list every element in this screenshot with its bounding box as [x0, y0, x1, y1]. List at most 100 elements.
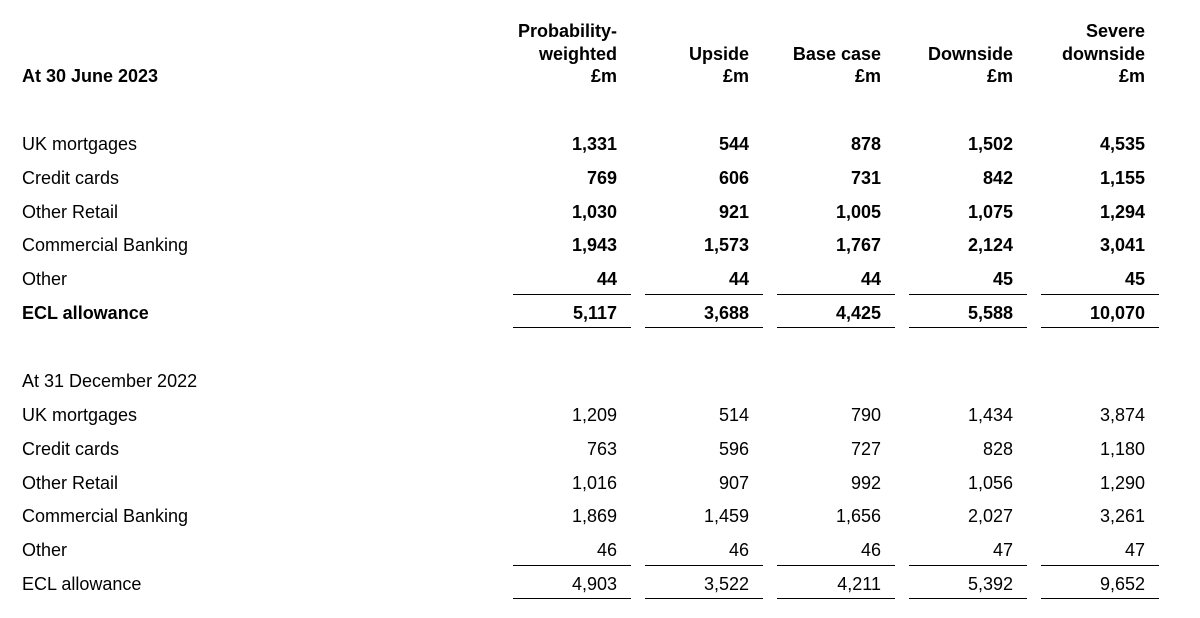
column-header: £m [590, 66, 617, 86]
cell-value: 47 [1124, 540, 1145, 561]
cell-value: 1,209 [571, 405, 617, 425]
column-header: £m [722, 66, 749, 86]
total-value: 4,425 [835, 303, 881, 323]
row-label: Commercial Banking [22, 235, 189, 256]
cell-value: 1,767 [835, 235, 881, 256]
column-rule [777, 565, 895, 566]
cell-value: 828 [982, 438, 1013, 459]
row-label: UK mortgages [22, 405, 138, 425]
total-value: 9,652 [1099, 574, 1145, 594]
total-value: 5,392 [967, 574, 1013, 594]
cell-value: 1,180 [1099, 438, 1145, 459]
cell-value: 544 [718, 134, 749, 154]
cell-value: 46 [728, 540, 749, 561]
cell-value: 45 [1124, 269, 1145, 290]
cell-value: 1,005 [835, 201, 881, 222]
row-label: Other [22, 540, 68, 561]
column-rule [513, 565, 631, 566]
cell-value: 44 [596, 269, 617, 290]
cell-value: 731 [850, 167, 881, 188]
cell-value: 3,874 [1099, 405, 1145, 425]
row-label: Other Retail [22, 201, 119, 222]
column-rule [645, 598, 763, 599]
section-title: At 31 December 2022 [22, 371, 198, 391]
column-rule [1041, 327, 1159, 328]
total-value: 3,688 [703, 303, 749, 323]
column-header: Upside [688, 43, 749, 64]
row-label: Credit cards [22, 167, 120, 188]
cell-value: 4,535 [1099, 134, 1145, 154]
column-header: Severe [1085, 21, 1145, 41]
column-rule [777, 598, 895, 599]
cell-value: 1,869 [571, 506, 617, 527]
total-value: 4,903 [571, 574, 617, 594]
column-rule [1041, 598, 1159, 599]
cell-value: 1,016 [571, 472, 617, 493]
total-label: ECL allowance [22, 574, 142, 594]
column-rule [1041, 294, 1159, 295]
row-label: UK mortgages [22, 134, 138, 154]
cell-value: 1,290 [1099, 472, 1145, 493]
column-header: Base case [792, 43, 881, 64]
total-value: 10,070 [1089, 303, 1145, 323]
cell-value: 1,656 [835, 506, 881, 527]
cell-value: 44 [728, 269, 749, 290]
row-label: Commercial Banking [22, 506, 189, 527]
column-rule [777, 294, 895, 295]
column-rule [909, 327, 1027, 328]
column-rule [909, 598, 1027, 599]
column-rule [909, 294, 1027, 295]
cell-value: 1,943 [571, 235, 617, 256]
cell-value: 46 [860, 540, 881, 561]
cell-value: 1,434 [967, 405, 1013, 425]
column-rule [645, 294, 763, 295]
row-label: Other Retail [22, 472, 119, 493]
row-label: Other [22, 269, 68, 290]
cell-value: 727 [850, 438, 881, 459]
column-header: £m [986, 66, 1013, 86]
column-rule [645, 327, 763, 328]
cell-value: 907 [718, 472, 749, 493]
total-value: 3,522 [703, 574, 749, 594]
total-value: 4,211 [837, 574, 881, 594]
cell-value: 878 [850, 134, 881, 154]
cell-value: 45 [992, 269, 1013, 290]
column-header: £m [854, 66, 881, 86]
cell-value: 763 [586, 438, 617, 459]
total-value: 5,117 [572, 303, 617, 323]
cell-value: 769 [586, 167, 617, 188]
cell-value: 47 [992, 540, 1013, 561]
column-rule [1041, 565, 1159, 566]
cell-value: 46 [596, 540, 617, 561]
column-header: Downside [927, 43, 1013, 64]
row-label: Credit cards [22, 438, 120, 459]
cell-value: 1,155 [1099, 167, 1145, 188]
cell-value: 2,124 [967, 235, 1013, 256]
cell-value: 992 [850, 472, 881, 493]
column-rule [513, 327, 631, 328]
cell-value: 1,075 [967, 201, 1013, 222]
cell-value: 1,573 [703, 235, 749, 256]
cell-value: 1,331 [571, 134, 617, 154]
cell-value: 1,502 [967, 134, 1013, 154]
section-title: At 30 June 2023 [22, 66, 159, 86]
cell-value: 44 [860, 269, 881, 290]
column-rule [513, 598, 631, 599]
column-rule [777, 327, 895, 328]
cell-value: 596 [718, 438, 749, 459]
column-header: £m [1118, 66, 1145, 86]
cell-value: 2,027 [967, 506, 1013, 527]
cell-value: 1,459 [703, 506, 749, 527]
cell-value: 606 [718, 167, 749, 188]
column-header: Probability- [517, 21, 617, 41]
column-rule [513, 294, 631, 295]
cell-value: 842 [982, 167, 1013, 188]
total-label: ECL allowance [22, 303, 149, 323]
cell-value: 3,261 [1099, 506, 1145, 527]
column-header: downside [1061, 43, 1145, 64]
cell-value: 1,056 [967, 472, 1013, 493]
cell-value: 1,294 [1099, 201, 1145, 222]
cell-value: 1,030 [571, 201, 617, 222]
cell-value: 921 [718, 201, 749, 222]
